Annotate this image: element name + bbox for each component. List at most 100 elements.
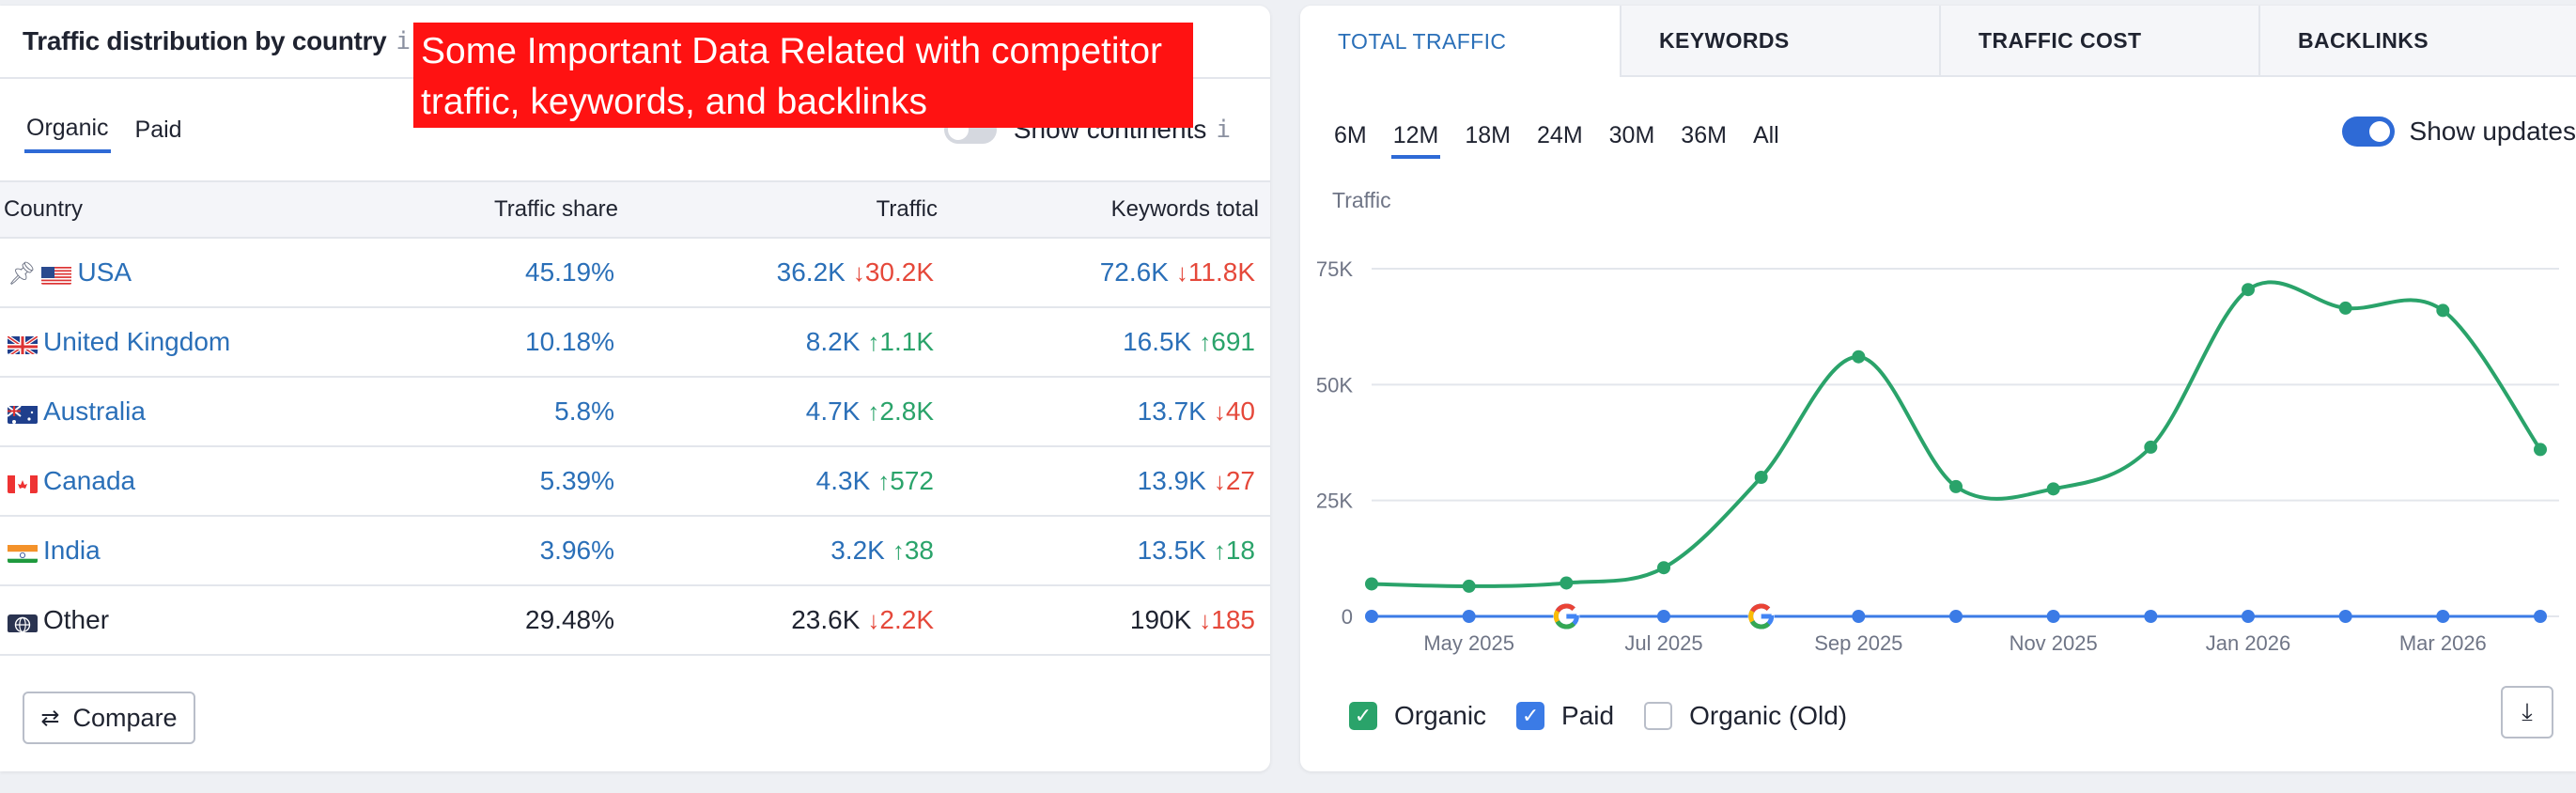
- keywords-value[interactable]: 13.7K: [1137, 396, 1206, 426]
- keywords-cell: 13.7K ↓40: [949, 377, 1270, 447]
- country-name[interactable]: Australia: [43, 396, 146, 426]
- info-icon[interactable]: i: [396, 27, 411, 55]
- tab-total-traffic[interactable]: TOTAL TRAFFIC: [1300, 6, 1622, 77]
- checkbox-paid[interactable]: ✓: [1516, 702, 1545, 730]
- y-tick-label: 50K: [1316, 373, 1353, 396]
- traffic-value[interactable]: 3.2K: [830, 536, 885, 565]
- country-table: Country Traffic share Traffic Keywords t…: [0, 180, 1270, 656]
- table-row[interactable]: Other 29.48% 23.6K ↓2.2K 190K ↓185: [0, 585, 1270, 656]
- period-24m[interactable]: 24M: [1537, 122, 1583, 148]
- traffic-value[interactable]: 4.3K: [815, 466, 871, 495]
- keywords-cell: 16.5K ↑691: [949, 307, 1270, 378]
- country-cell: Other: [0, 585, 366, 656]
- period-6m[interactable]: 6M: [1334, 122, 1367, 148]
- data-point-organic: [2436, 303, 2450, 318]
- keywords-delta-value: 18: [1225, 536, 1255, 565]
- period-all[interactable]: All: [1752, 122, 1779, 148]
- country-name[interactable]: India: [43, 536, 101, 565]
- traffic-cell: 3.2K ↑38: [629, 516, 949, 586]
- country-cell: Australia: [0, 377, 366, 447]
- traffic-share-cell: 10.18%: [366, 307, 629, 378]
- download-button[interactable]: ⤓: [2501, 686, 2553, 739]
- keywords-value[interactable]: 13.9K: [1137, 466, 1206, 495]
- period-36m[interactable]: 36M: [1681, 122, 1727, 148]
- table-row[interactable]: Australia 5.8% 4.7K ↑2.8K 13.7K ↓40: [0, 377, 1270, 447]
- legend-item-organic-old[interactable]: Organic (Old): [1644, 701, 1847, 731]
- x-tick-label: Mar 2026: [2399, 631, 2487, 655]
- arrow-up-icon: ↑: [867, 397, 880, 426]
- keywords-cell: 190K ↓185: [949, 585, 1270, 656]
- table-row[interactable]: 📌︎ USA 45.19% 36.2K ↓30.2K 72.6K ↓11.8K: [0, 238, 1270, 308]
- keywords-delta: ↓185: [1199, 605, 1255, 634]
- traffic-delta-value: 2.2K: [879, 605, 934, 634]
- legend-item-paid[interactable]: ✓ Paid: [1516, 701, 1614, 731]
- column-header-country[interactable]: Country: [0, 180, 366, 239]
- arrow-up-icon: ↑: [867, 328, 880, 356]
- google-icon[interactable]: [1747, 603, 1775, 630]
- period-30m[interactable]: 30M: [1608, 122, 1655, 148]
- google-icon[interactable]: [1553, 603, 1580, 630]
- arrow-down-icon: ↓: [1175, 258, 1188, 287]
- keywords-delta-value: 691: [1211, 327, 1255, 356]
- data-point-organic: [2534, 443, 2547, 457]
- keywords-value[interactable]: 16.5K: [1123, 327, 1192, 356]
- data-point-paid: [2046, 610, 2060, 623]
- traffic-value[interactable]: 36.2K: [776, 257, 846, 287]
- keywords-delta: ↓27: [1214, 466, 1255, 495]
- tab-traffic-cost[interactable]: TRAFFIC COST: [1941, 6, 2260, 77]
- country-name[interactable]: USA: [77, 257, 132, 287]
- keywords-delta: ↓40: [1214, 396, 1255, 426]
- continents-info-icon[interactable]: i: [1216, 116, 1231, 144]
- checkbox-organic[interactable]: ✓: [1349, 702, 1377, 730]
- arrow-down-icon: ↓: [1213, 397, 1226, 426]
- column-header-keywords-total[interactable]: Keywords total: [949, 180, 1270, 239]
- arrow-up-icon: ↑: [1213, 536, 1226, 565]
- keywords-cell: 13.5K ↑18: [949, 516, 1270, 586]
- period-18m[interactable]: 18M: [1465, 122, 1512, 148]
- x-tick-label: May 2025: [1423, 631, 1514, 655]
- x-tick-label: Sep 2025: [1814, 631, 1902, 655]
- traffic-share-value: 29.48%: [525, 605, 614, 634]
- traffic-value[interactable]: 8.2K: [805, 327, 861, 356]
- keywords-value[interactable]: 13.5K: [1137, 536, 1206, 565]
- keywords-delta-value: 27: [1225, 466, 1255, 495]
- arrow-up-icon: ↑: [892, 536, 905, 565]
- data-point-organic: [1365, 577, 1378, 591]
- column-header-traffic[interactable]: Traffic: [629, 180, 949, 239]
- traffic-share-cell: 5.39%: [366, 446, 629, 517]
- table-row[interactable]: United Kingdom 10.18% 8.2K ↑1.1K 16.5K ↑691: [0, 307, 1270, 378]
- traffic-cell: 23.6K ↓2.2K: [629, 585, 949, 656]
- y-axis-label: Traffic: [1332, 188, 1391, 212]
- traffic-value[interactable]: 4.7K: [805, 396, 861, 426]
- data-point-organic: [2046, 482, 2060, 496]
- period-12m[interactable]: 12M: [1390, 117, 1441, 159]
- traffic-share-cell: 3.96%: [366, 516, 629, 586]
- keywords-value[interactable]: 72.6K: [1099, 257, 1169, 287]
- traffic-delta-value: 38: [904, 536, 934, 565]
- tab-paid[interactable]: Paid: [134, 116, 182, 143]
- column-header-traffic-share[interactable]: Traffic share: [366, 180, 629, 239]
- checkbox-organic-old[interactable]: [1644, 702, 1673, 730]
- compare-button[interactable]: ⇄ Compare: [23, 692, 195, 744]
- country-name[interactable]: Canada: [43, 466, 136, 495]
- x-tick-label: Jul 2025: [1624, 631, 1702, 655]
- traffic-value: 23.6K: [791, 605, 861, 634]
- traffic-cell: 36.2K ↓30.2K: [629, 238, 949, 308]
- traffic-delta: ↑572: [877, 466, 934, 495]
- table-row[interactable]: Canada 5.39% 4.3K ↑572 13.9K ↓27: [0, 446, 1270, 517]
- table-row[interactable]: India 3.96% 3.2K ↑38 13.5K ↑18: [0, 516, 1270, 586]
- flag-ca-icon: [8, 473, 38, 493]
- tab-keywords[interactable]: KEYWORDS: [1622, 6, 1941, 77]
- traffic-delta-value: 572: [890, 466, 934, 495]
- country-name[interactable]: United Kingdom: [43, 327, 231, 356]
- tab-backlinks[interactable]: BACKLINKS: [2260, 6, 2576, 77]
- traffic-delta-value: 1.1K: [879, 327, 934, 356]
- pin-icon[interactable]: 📌︎: [8, 261, 37, 288]
- flag-globe-icon: [8, 612, 38, 632]
- traffic-share-value: 5.8%: [554, 396, 614, 426]
- tab-organic[interactable]: Organic: [24, 107, 111, 153]
- traffic-share-value: 45.19%: [525, 257, 614, 287]
- legend-item-organic[interactable]: ✓ Organic: [1349, 701, 1486, 731]
- traffic-share-value: 5.39%: [539, 466, 614, 495]
- show-updates-toggle[interactable]: [2341, 117, 2395, 147]
